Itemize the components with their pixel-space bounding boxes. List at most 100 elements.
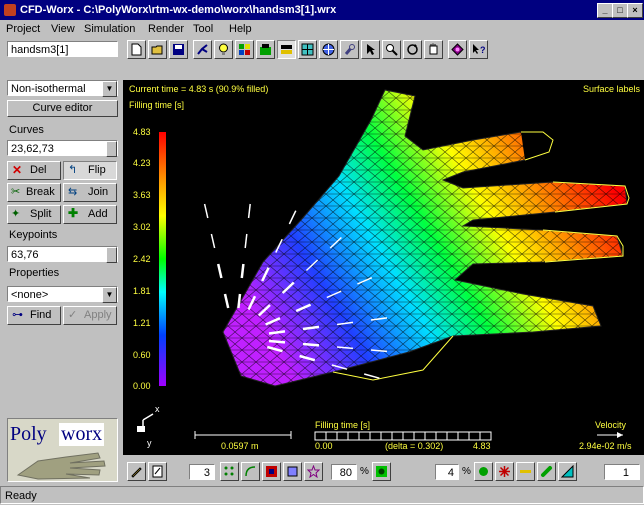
grid-button[interactable] — [298, 40, 317, 59]
menu-help[interactable]: Help — [229, 23, 252, 35]
branch-tool-button[interactable] — [193, 40, 212, 59]
velocity-arrow — [210, 233, 216, 249]
tool-button[interactable] — [340, 40, 359, 59]
surfaces-tool-button[interactable] — [262, 462, 281, 481]
mesh-button[interactable] — [235, 40, 254, 59]
keypoints-spinner[interactable] — [106, 247, 117, 263]
flip-button[interactable]: ↰ Flip — [63, 161, 117, 180]
velocity-arrow — [357, 277, 373, 285]
field-2-input[interactable]: 80 — [331, 464, 357, 480]
volume-icon — [287, 466, 298, 477]
axis-x-label: x — [155, 404, 160, 414]
rotate-button[interactable] — [403, 40, 422, 59]
light-button[interactable] — [214, 40, 233, 59]
checkmark-icon: ✓ — [68, 309, 78, 321]
velocity-arrow — [370, 317, 388, 321]
curve-editor-button[interactable]: Curve editor — [7, 100, 118, 117]
menu-simulation[interactable]: Simulation — [84, 23, 136, 35]
curve-icon — [245, 466, 256, 477]
pointer-button[interactable] — [361, 40, 380, 59]
timebar-min: 0.00 — [315, 441, 333, 451]
filling-time-bar — [314, 431, 492, 441]
scale-length-text: 0.0597 m — [221, 441, 259, 451]
join-button[interactable]: ⇆ Join — [63, 183, 117, 202]
field-4-input[interactable]: 1 — [604, 464, 640, 480]
menu-project[interactable]: Project — [6, 23, 41, 35]
field-1-input[interactable]: 3 — [189, 464, 215, 480]
pan-button[interactable] — [424, 40, 443, 59]
timebar-max: 4.83 — [473, 441, 491, 451]
del-button[interactable]: ✕ Del — [7, 161, 61, 180]
circle-icon — [479, 467, 488, 476]
edit-icon — [152, 465, 163, 478]
curves-spinner[interactable] — [106, 141, 117, 157]
curves-field[interactable]: 23,62,73 — [7, 140, 118, 157]
keypoints-field[interactable]: 63,76 — [7, 246, 118, 263]
edit-button[interactable] — [148, 462, 167, 481]
points-button[interactable] — [220, 462, 239, 481]
curves-tool-button[interactable] — [241, 462, 260, 481]
globe-button[interactable] — [319, 40, 338, 59]
layer-icon — [281, 45, 292, 54]
velocity-arrow — [281, 281, 295, 294]
split-label: Split — [30, 208, 52, 220]
zoom-button[interactable] — [382, 40, 401, 59]
minimize-button[interactable]: _ — [597, 3, 613, 18]
binoculars-icon: ⊶ — [12, 309, 23, 321]
close-button[interactable]: × — [627, 3, 643, 18]
velocity-arrow — [266, 345, 283, 353]
star-button[interactable] — [304, 462, 323, 481]
legend-tick: 0.60 — [133, 350, 151, 360]
asterisk-button[interactable] — [495, 462, 514, 481]
line-button[interactable] — [516, 462, 535, 481]
render-button[interactable] — [448, 40, 467, 59]
pill-icon — [541, 466, 552, 477]
corner-button[interactable] — [558, 462, 577, 481]
thermal-mode-value: Non-isothermal — [11, 83, 86, 95]
new-file-button[interactable] — [127, 40, 146, 59]
split-button[interactable]: ✦ Split — [7, 205, 61, 224]
menu-render[interactable]: Render — [148, 23, 185, 35]
find-button[interactable]: ⊶ Find — [7, 306, 61, 325]
layer-button[interactable] — [277, 40, 296, 59]
mesh-icon — [239, 44, 250, 55]
menu-tool[interactable]: Tool — [193, 23, 214, 35]
green-dot-button[interactable] — [474, 462, 493, 481]
thermal-mode-select[interactable]: Non-isothermal ▼ — [7, 80, 118, 97]
surface-labels-text: Surface labels — [582, 84, 640, 94]
simulation-viewport[interactable]: Current time = 4.83 s (90.9% filled) Sur… — [123, 80, 644, 455]
pill-button[interactable] — [537, 462, 556, 481]
velocity-arrow — [268, 339, 286, 344]
title-bar: CFD-Worx - C:\PolyWorx\rtm-wx-demo\worx\… — [0, 0, 644, 20]
velocity-arrow — [329, 236, 342, 249]
help-button[interactable]: ? — [469, 40, 488, 59]
folder-icon — [151, 45, 163, 55]
curves-value: 23,62,73 — [11, 143, 54, 155]
velocity-arrow — [223, 293, 230, 309]
hand-mesh — [222, 89, 630, 387]
velocity-arrow — [326, 290, 342, 299]
maximize-button[interactable]: □ — [612, 3, 628, 18]
model-name-field[interactable]: handsm3[1] — [7, 41, 118, 57]
material-button[interactable] — [372, 462, 391, 481]
volumes-tool-button[interactable] — [283, 462, 302, 481]
velocity-arrow — [240, 263, 245, 279]
app-icon — [4, 4, 16, 16]
add-button[interactable]: ✚ Add — [63, 205, 117, 224]
chevron-down-icon[interactable]: ▼ — [102, 81, 117, 97]
pencil-button[interactable] — [127, 462, 146, 481]
apply-button[interactable]: ✓ Apply — [63, 306, 117, 325]
menu-view[interactable]: View — [51, 23, 75, 35]
properties-select[interactable]: <none> ▼ — [7, 286, 118, 303]
field-3-input[interactable]: 4 — [435, 464, 459, 480]
velocity-arrow — [331, 364, 348, 370]
chevron-down-icon[interactable]: ▼ — [102, 287, 117, 303]
velocity-arrow — [216, 263, 223, 279]
save-button[interactable] — [169, 40, 188, 59]
open-file-button[interactable] — [148, 40, 167, 59]
surface-button[interactable] — [256, 40, 275, 59]
break-button[interactable]: ✂ Break — [7, 183, 61, 202]
grid-icon — [301, 43, 314, 56]
velocity-arrow — [257, 304, 271, 317]
velocity-arrow — [336, 321, 354, 326]
